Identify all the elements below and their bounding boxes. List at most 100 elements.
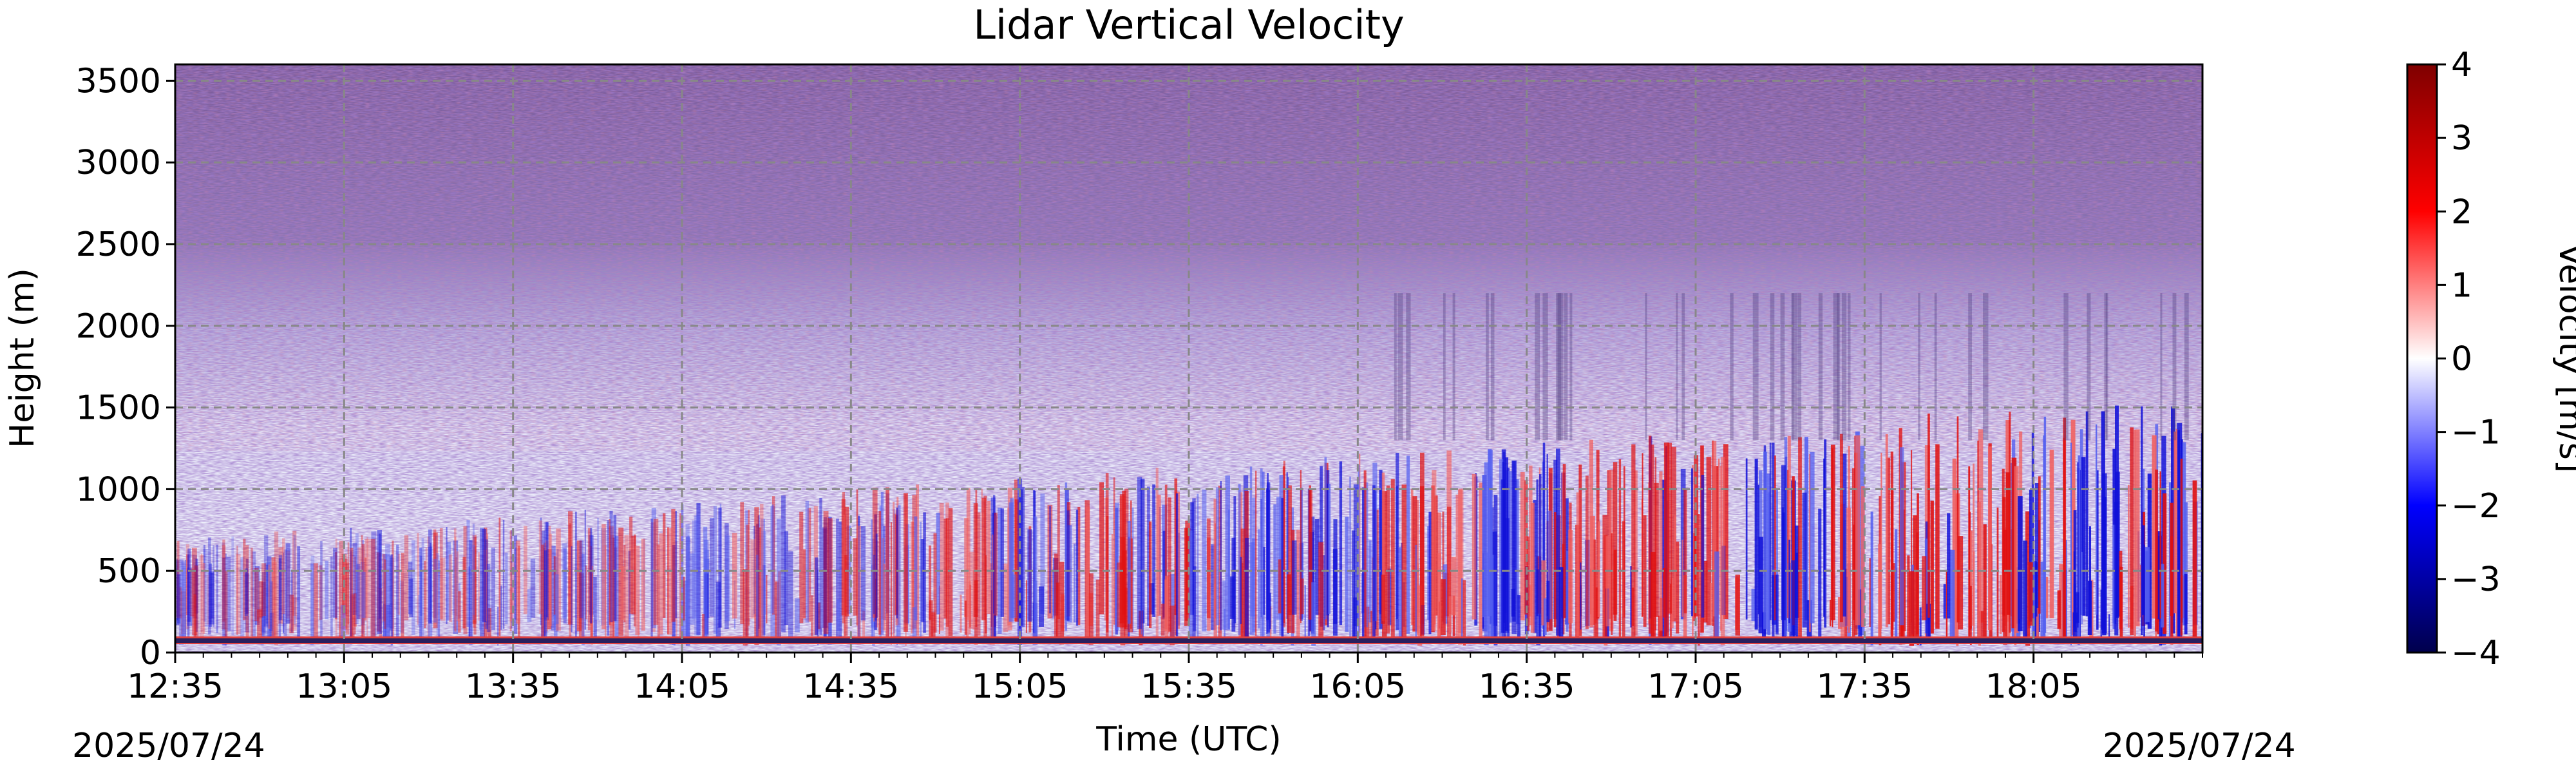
downdraft-streak <box>1406 455 1410 634</box>
updraft-streak <box>663 513 666 618</box>
updraft-streak <box>401 553 404 642</box>
downdraft-streak <box>1919 607 1922 645</box>
downdraft-streak <box>473 545 475 620</box>
updraft-streak <box>1654 457 1657 631</box>
downdraft-streak <box>1379 490 1382 615</box>
updraft-streak <box>1969 530 1973 626</box>
downdraft-streak <box>184 560 186 645</box>
dark-column <box>2104 293 2107 441</box>
updraft-streak <box>1025 580 1027 633</box>
downdraft-streak <box>1349 476 1351 637</box>
updraft-streak <box>939 502 944 631</box>
downdraft-streak <box>1690 468 1693 616</box>
downdraft-streak <box>544 550 547 644</box>
updraft-streak <box>964 600 967 635</box>
updraft-streak <box>2057 590 2061 629</box>
downdraft-streak <box>936 513 940 615</box>
downdraft-streak <box>1558 567 1564 639</box>
updraft-streak <box>1946 571 1948 642</box>
downdraft-streak <box>379 533 381 619</box>
updraft-streak <box>2005 472 2011 615</box>
colorbar-label: Velocity [m/s] <box>2552 243 2576 473</box>
updraft-streak <box>1979 611 1984 639</box>
downdraft-streak <box>192 555 197 618</box>
downdraft-streak <box>389 555 392 631</box>
downdraft-streak <box>761 519 765 644</box>
downdraft-streak <box>530 558 536 618</box>
downdraft-streak <box>244 568 248 616</box>
updraft-streak <box>1479 482 1482 642</box>
downdraft-streak <box>761 530 766 615</box>
colorbar: 4 3 2 1 0 −1 −2 −3 −4 Velocity [m/s] <box>2406 46 2576 673</box>
updraft-streak <box>1913 515 1917 640</box>
updraft-streak <box>1886 457 1890 625</box>
velocity-streaks <box>175 293 2202 646</box>
updraft-streak <box>1472 473 1477 620</box>
y-tick-label: 1500 <box>76 389 161 428</box>
downdraft-streak <box>822 527 828 628</box>
colorbar-ticks: 4 3 2 1 0 −1 −2 −3 −4 <box>2437 46 2501 673</box>
downdraft-streak <box>213 545 214 627</box>
updraft-streak <box>878 511 882 635</box>
updraft-streak <box>638 600 639 642</box>
downdraft-streak <box>2065 540 2067 640</box>
updraft-streak <box>1448 596 1452 633</box>
downdraft-streak <box>713 506 717 635</box>
downdraft-streak <box>1791 560 1796 636</box>
updraft-streak <box>1830 444 1835 620</box>
updraft-streak <box>1014 499 1019 622</box>
x-tick-label: 17:35 <box>1816 667 1913 706</box>
downdraft-streak <box>1052 569 1056 619</box>
updraft-streak <box>2002 468 2005 633</box>
downdraft-streak <box>710 517 715 617</box>
updraft-streak <box>1916 532 1919 635</box>
downdraft-streak <box>1546 453 1548 616</box>
updraft-streak <box>543 542 546 636</box>
dark-column <box>1397 293 1403 441</box>
updraft-streak <box>425 547 427 625</box>
updraft-streak <box>1622 521 1625 638</box>
dark-column <box>1791 293 1794 441</box>
downdraft-streak <box>1781 465 1786 620</box>
downdraft-streak <box>1286 472 1288 619</box>
updraft-streak <box>856 489 858 625</box>
updraft-streak <box>1958 536 1964 630</box>
downdraft-streak <box>1127 520 1131 624</box>
updraft-streak <box>609 526 614 626</box>
downdraft-streak <box>430 542 431 623</box>
y-tick-label: 500 <box>97 552 161 591</box>
downdraft-streak <box>1304 585 1306 642</box>
updraft-streak <box>455 557 457 616</box>
updraft-streak <box>1956 416 1959 623</box>
downdraft-streak <box>777 519 781 645</box>
updraft-streak <box>2152 435 2157 619</box>
downdraft-streak <box>1701 475 1705 618</box>
downdraft-streak <box>1225 475 1230 630</box>
downdraft-streak <box>546 522 548 618</box>
downdraft-streak <box>227 557 231 631</box>
downdraft-streak <box>1767 492 1771 636</box>
surface-band-dark <box>175 638 2202 643</box>
updraft-streak <box>179 587 182 618</box>
updraft-streak <box>1830 600 1832 627</box>
updraft-streak <box>274 531 279 645</box>
dark-column <box>1792 293 1797 441</box>
updraft-streak <box>1057 485 1060 620</box>
updraft-streak <box>335 552 337 620</box>
downdraft-streak <box>2078 455 2081 638</box>
downdraft-streak <box>502 520 505 629</box>
downdraft-streak <box>2096 470 2099 630</box>
downdraft-streak <box>556 548 559 631</box>
updraft-streak <box>222 539 225 622</box>
updraft-streak <box>1885 434 1888 627</box>
downdraft-streak <box>923 512 926 633</box>
updraft-streak <box>1855 435 1861 625</box>
downdraft-streak <box>1924 539 1928 634</box>
downdraft-streak <box>240 557 245 641</box>
downdraft-streak <box>1220 481 1222 631</box>
dark-column <box>1837 293 1841 441</box>
updraft-streak <box>1659 471 1663 631</box>
downdraft-streak <box>466 520 470 627</box>
downdraft-streak <box>352 542 357 615</box>
updraft-streak <box>1530 502 1535 633</box>
